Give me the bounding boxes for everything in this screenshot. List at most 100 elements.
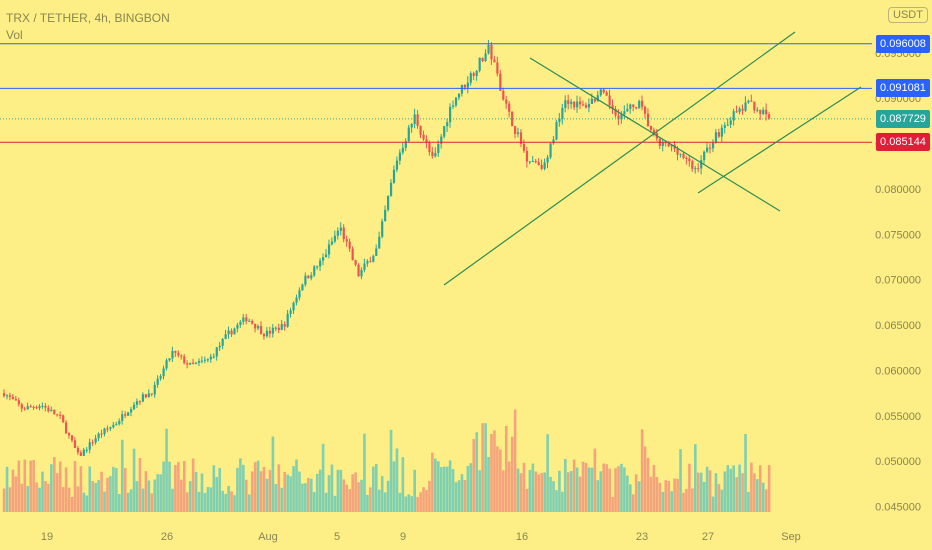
trend-line[interactable] [529, 57, 781, 212]
volume-bar [629, 484, 632, 512]
trend-line[interactable] [697, 86, 862, 194]
candle-body [434, 152, 437, 157]
candle-body [357, 264, 360, 277]
symbol-label[interactable]: TRX / TETHER, 4h, BINGBON [6, 11, 170, 25]
price-label[interactable]: 0.087729 [876, 109, 930, 128]
volume-bar [304, 483, 307, 512]
time-axis: 19 26 Aug 5 9 16 23 27 Sep [41, 531, 801, 543]
candle-body [248, 320, 251, 322]
volume-bar [490, 433, 493, 512]
volume-bar [307, 477, 310, 512]
candle-body [552, 139, 555, 144]
volume-bar [242, 464, 245, 512]
candle-body [490, 44, 493, 60]
volume-bar [404, 496, 408, 512]
candle-body [570, 101, 573, 104]
volume-bars [2, 409, 771, 512]
candle-body [218, 345, 221, 348]
candle-body [407, 127, 410, 142]
candle-body [23, 408, 26, 410]
candle-body [56, 414, 59, 416]
price-label[interactable]: 0.096008 [876, 34, 930, 53]
volume-bar [564, 458, 567, 512]
volume-bar [123, 468, 127, 512]
candle-body [82, 449, 85, 456]
candle-body [449, 106, 452, 123]
candle-body [41, 405, 44, 407]
candle-body [587, 103, 591, 108]
volume-bar [419, 492, 422, 512]
volume-bar [336, 469, 340, 512]
price-label[interactable]: 0.085144 [876, 133, 930, 152]
volume-bar [221, 490, 224, 512]
volume-bar [386, 480, 390, 512]
volume-bar [634, 474, 638, 512]
volume-bar [667, 480, 671, 512]
candle-body [567, 100, 570, 104]
chart-legend: TRX / TETHER, 4h, BINGBON Vol [6, 10, 170, 44]
candle-body [242, 317, 245, 322]
currency-badge[interactable]: USDT [888, 7, 928, 23]
volume-bar [339, 469, 343, 512]
candle-body [599, 89, 602, 96]
candle-body [735, 111, 738, 113]
candle-body [62, 415, 65, 423]
volume-bar [185, 492, 189, 512]
candle-body [138, 401, 142, 403]
volume-bar [50, 464, 53, 512]
volume-bar [664, 480, 668, 512]
candle-body [29, 406, 32, 408]
volume-bar [109, 476, 112, 512]
volume-bar [230, 491, 233, 512]
volume-bar [708, 470, 712, 512]
volume-bar [369, 487, 372, 512]
volume-bar [566, 472, 570, 512]
candle-body [756, 109, 759, 111]
volume-bar [392, 461, 396, 512]
volume-bar [351, 474, 354, 512]
x-tick-label: 5 [334, 531, 340, 543]
volume-bar [631, 494, 635, 512]
candle-body [543, 162, 546, 169]
volume-bar [150, 493, 154, 512]
volume-bar [688, 463, 691, 512]
candle-body [310, 275, 313, 279]
volume-bar [661, 491, 665, 512]
candle-body [8, 395, 12, 397]
volume-bar [120, 439, 124, 512]
candle-body [76, 448, 80, 453]
trend-line[interactable] [443, 31, 796, 286]
volume-bar [735, 477, 738, 512]
x-tick-label: 16 [516, 531, 528, 543]
volume-bar [14, 476, 18, 512]
volume-bar [534, 471, 538, 512]
volume-bar [236, 467, 239, 512]
volume-bar [156, 474, 159, 512]
candle-body [183, 356, 186, 364]
candle-body [360, 269, 363, 277]
volume-bar [676, 478, 679, 512]
price-label[interactable]: 0.091081 [876, 79, 930, 98]
volume-bar [572, 459, 576, 512]
volume-bar [29, 460, 32, 512]
volume-bar [401, 457, 405, 512]
volume-bar [504, 425, 508, 512]
volume-bar [525, 488, 529, 512]
volume-bar [38, 487, 41, 512]
volume-bar [268, 469, 272, 512]
candle-body [519, 132, 523, 144]
volume-label[interactable]: Vol [6, 28, 23, 42]
volume-bar [602, 463, 606, 512]
candle-body [738, 108, 741, 113]
candle-body [762, 109, 765, 114]
candle-body [316, 266, 319, 268]
volume-bar [324, 492, 328, 512]
candle-body [100, 433, 103, 435]
volume-bar [590, 467, 594, 512]
candle-body [301, 284, 304, 291]
candle-body [502, 90, 505, 100]
candle-body [274, 327, 277, 329]
candle-body [174, 350, 177, 353]
candle-body [516, 132, 520, 134]
